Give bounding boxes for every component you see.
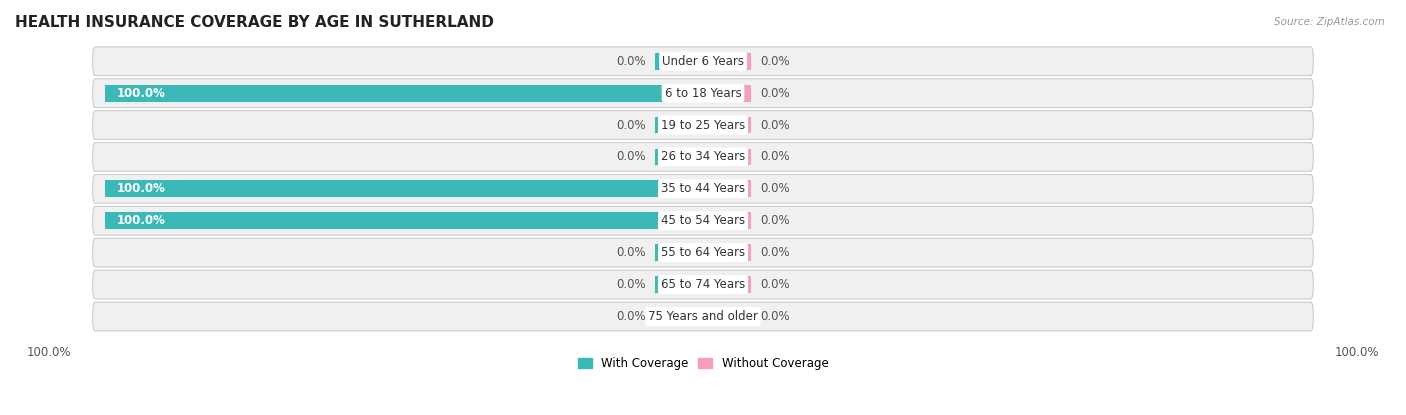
Text: 0.0%: 0.0% bbox=[759, 310, 789, 323]
Text: 0.0%: 0.0% bbox=[759, 87, 789, 100]
Bar bbox=[703, 212, 751, 229]
Text: 65 to 74 Years: 65 to 74 Years bbox=[661, 278, 745, 291]
Text: 0.0%: 0.0% bbox=[617, 151, 647, 164]
FancyBboxPatch shape bbox=[93, 270, 1313, 299]
Text: 35 to 44 Years: 35 to 44 Years bbox=[661, 182, 745, 195]
Bar bbox=[703, 244, 751, 261]
Text: 100.0%: 100.0% bbox=[27, 346, 72, 359]
Text: 55 to 64 Years: 55 to 64 Years bbox=[661, 246, 745, 259]
FancyBboxPatch shape bbox=[93, 238, 1313, 267]
Legend: With Coverage, Without Coverage: With Coverage, Without Coverage bbox=[572, 352, 834, 375]
FancyBboxPatch shape bbox=[93, 302, 1313, 331]
Text: 100.0%: 100.0% bbox=[117, 182, 166, 195]
Text: 75 Years and older: 75 Years and older bbox=[648, 310, 758, 323]
Bar bbox=[104, 212, 703, 229]
Bar bbox=[703, 53, 751, 70]
Text: 0.0%: 0.0% bbox=[617, 119, 647, 132]
Bar bbox=[655, 149, 703, 165]
Bar bbox=[104, 181, 703, 197]
FancyBboxPatch shape bbox=[93, 79, 1313, 107]
Text: 0.0%: 0.0% bbox=[759, 246, 789, 259]
Bar bbox=[703, 149, 751, 165]
Bar bbox=[655, 308, 703, 325]
Text: 0.0%: 0.0% bbox=[759, 55, 789, 68]
Bar bbox=[655, 244, 703, 261]
Bar bbox=[703, 276, 751, 293]
FancyBboxPatch shape bbox=[93, 206, 1313, 235]
Bar bbox=[655, 53, 703, 70]
Text: 0.0%: 0.0% bbox=[617, 55, 647, 68]
FancyBboxPatch shape bbox=[93, 111, 1313, 139]
FancyBboxPatch shape bbox=[93, 143, 1313, 171]
Text: 26 to 34 Years: 26 to 34 Years bbox=[661, 151, 745, 164]
Text: 0.0%: 0.0% bbox=[759, 182, 789, 195]
Text: 0.0%: 0.0% bbox=[759, 278, 789, 291]
Text: Source: ZipAtlas.com: Source: ZipAtlas.com bbox=[1274, 17, 1385, 27]
Bar bbox=[655, 117, 703, 134]
Text: 0.0%: 0.0% bbox=[759, 119, 789, 132]
Bar bbox=[655, 276, 703, 293]
Bar bbox=[703, 181, 751, 197]
Bar bbox=[703, 308, 751, 325]
Text: 0.0%: 0.0% bbox=[617, 246, 647, 259]
Text: 45 to 54 Years: 45 to 54 Years bbox=[661, 214, 745, 227]
Bar bbox=[703, 85, 751, 102]
Text: 0.0%: 0.0% bbox=[617, 278, 647, 291]
Text: 100.0%: 100.0% bbox=[1334, 346, 1379, 359]
Text: 0.0%: 0.0% bbox=[759, 214, 789, 227]
Text: 0.0%: 0.0% bbox=[759, 151, 789, 164]
Text: HEALTH INSURANCE COVERAGE BY AGE IN SUTHERLAND: HEALTH INSURANCE COVERAGE BY AGE IN SUTH… bbox=[15, 15, 494, 30]
FancyBboxPatch shape bbox=[93, 174, 1313, 203]
FancyBboxPatch shape bbox=[93, 47, 1313, 76]
Text: 6 to 18 Years: 6 to 18 Years bbox=[665, 87, 741, 100]
Bar bbox=[104, 85, 703, 102]
Text: 100.0%: 100.0% bbox=[117, 87, 166, 100]
Text: 19 to 25 Years: 19 to 25 Years bbox=[661, 119, 745, 132]
Text: Under 6 Years: Under 6 Years bbox=[662, 55, 744, 68]
Bar bbox=[703, 117, 751, 134]
Text: 100.0%: 100.0% bbox=[117, 214, 166, 227]
Text: 0.0%: 0.0% bbox=[617, 310, 647, 323]
